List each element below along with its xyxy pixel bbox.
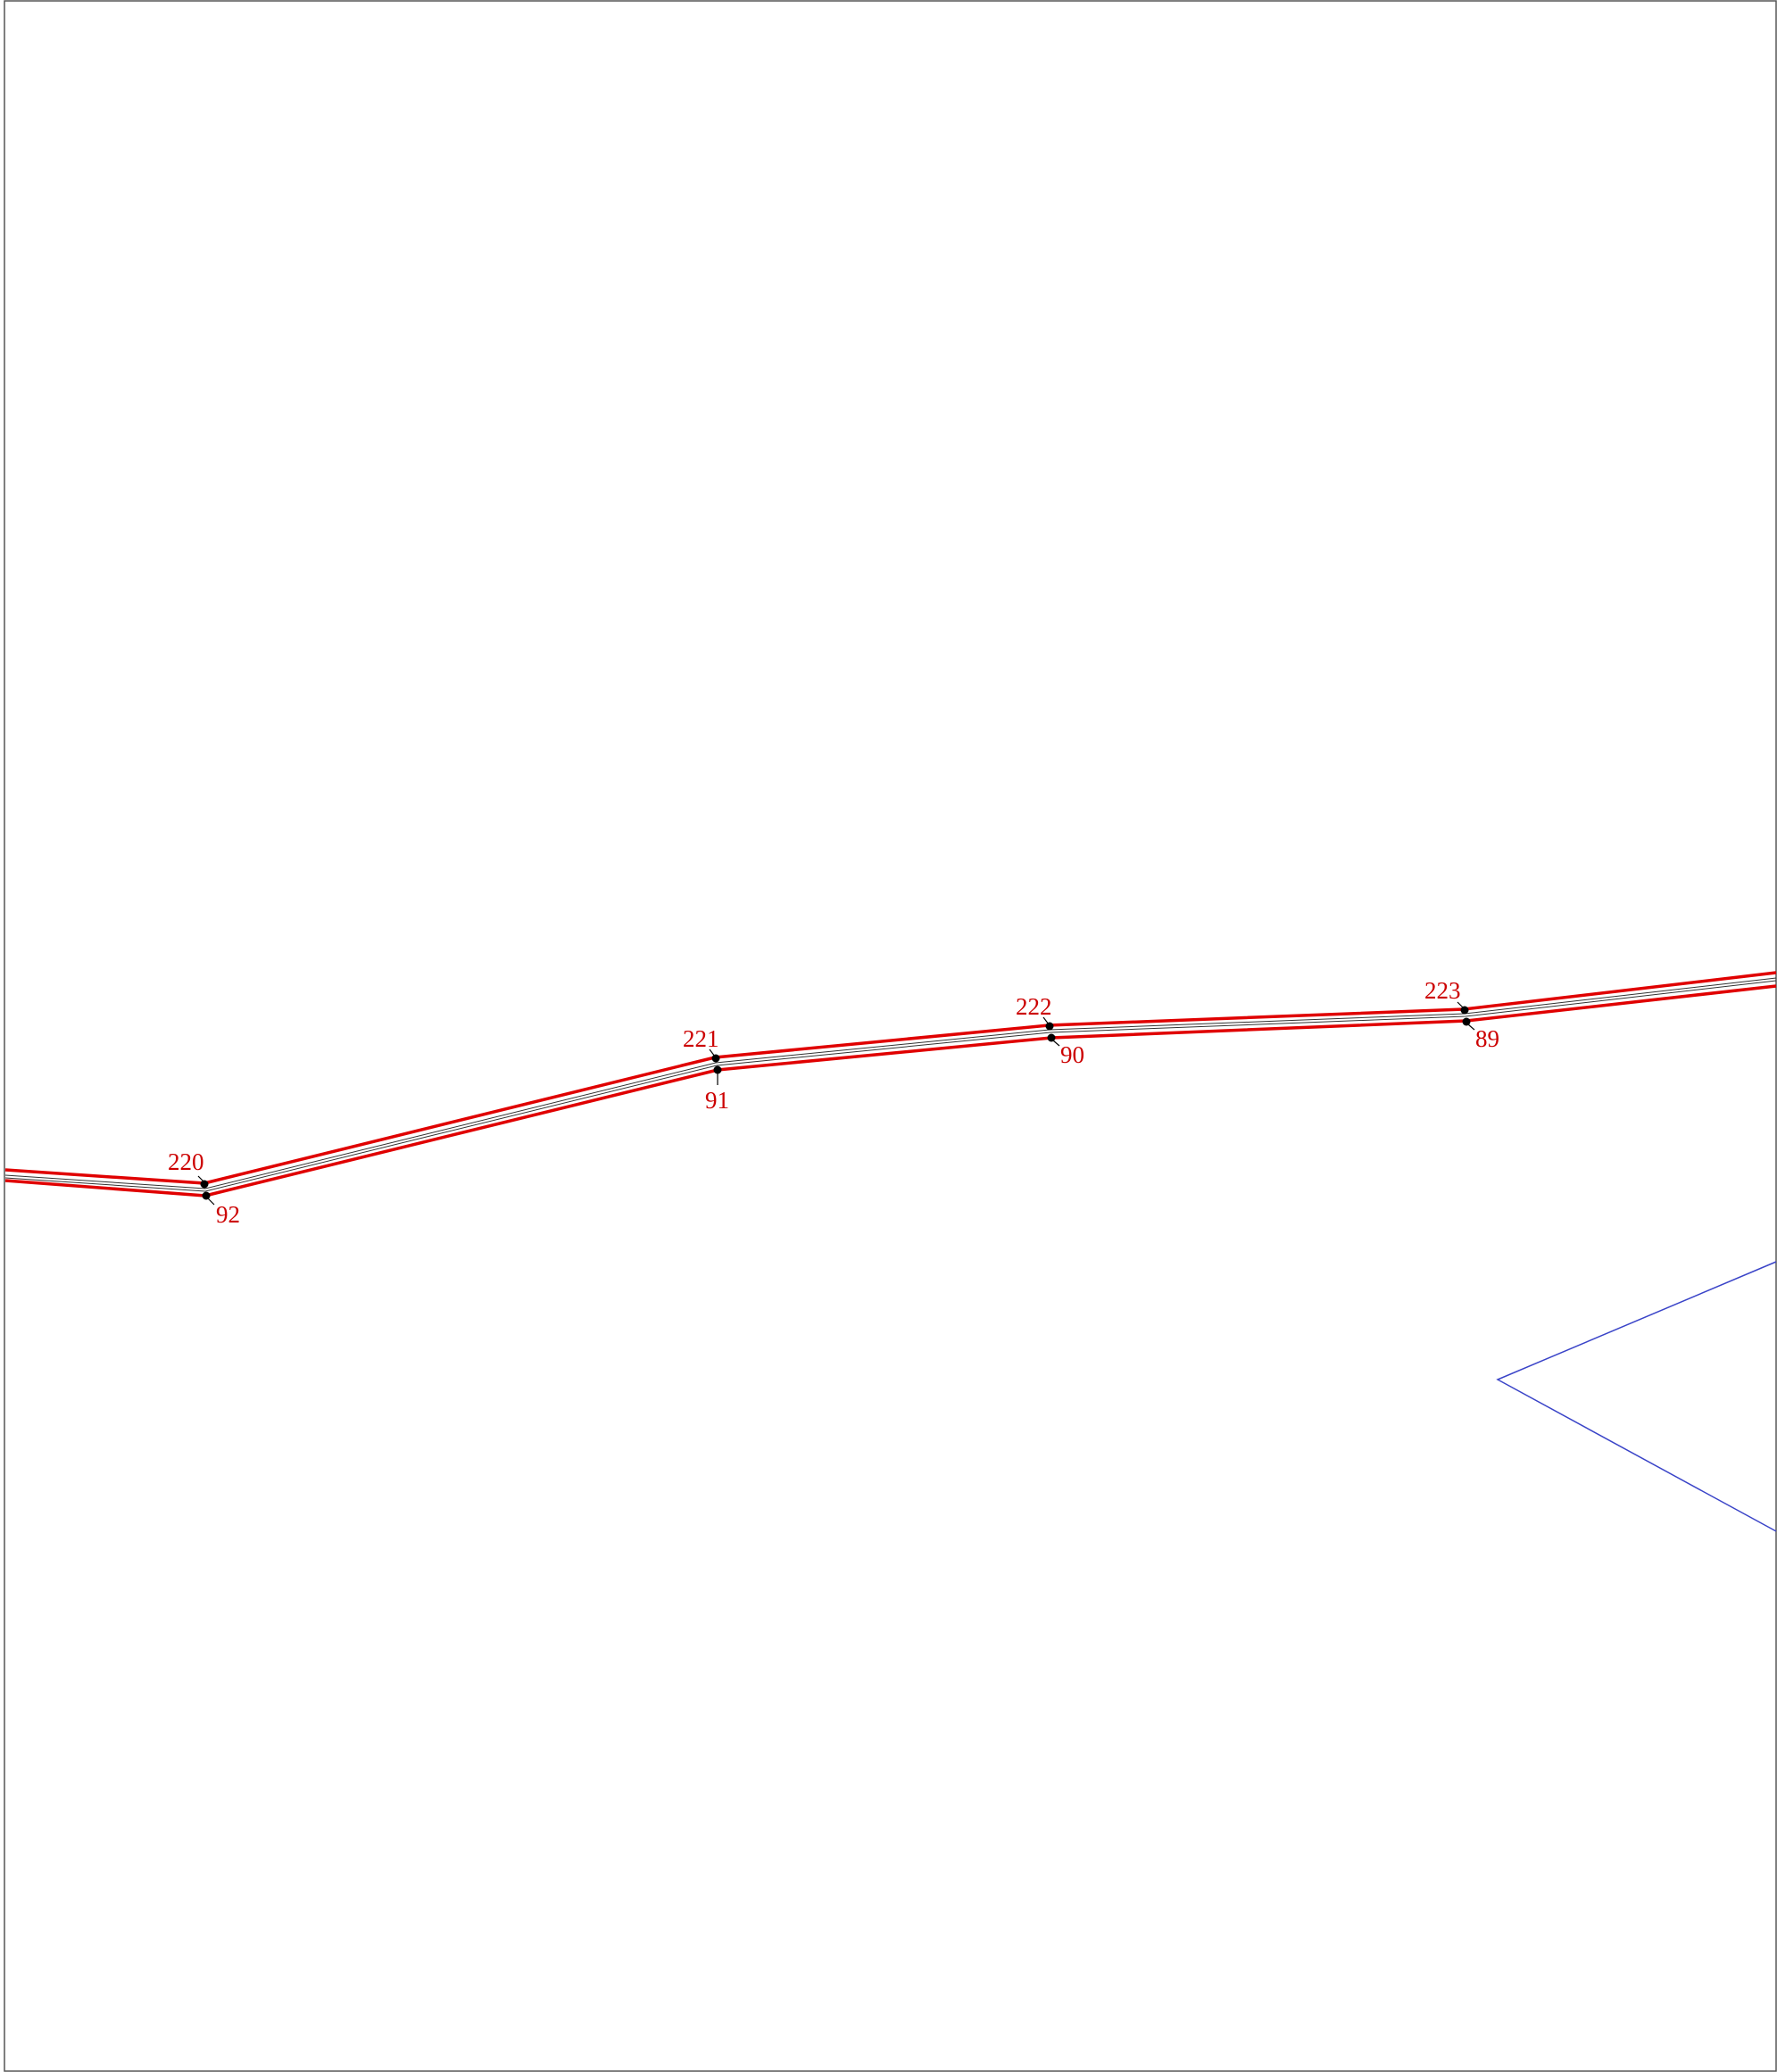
point-marker — [200, 1180, 209, 1189]
parcel-boundary-line — [1496, 1261, 1777, 1532]
point-marker — [1045, 1022, 1054, 1031]
point-marker — [202, 1191, 211, 1200]
survey-point-222: 222 — [1016, 993, 1054, 1031]
point-label: 220 — [168, 1148, 204, 1175]
survey-point-90: 90 — [1047, 1033, 1084, 1068]
point-marker — [1460, 1006, 1469, 1015]
point-label: 223 — [1424, 977, 1461, 1004]
center-line-b — [4, 980, 1777, 1192]
survey-point-221: 221 — [683, 1025, 720, 1063]
survey-point-89: 89 — [1462, 1017, 1499, 1052]
point-label: 221 — [683, 1025, 719, 1052]
point-marker — [1047, 1033, 1056, 1042]
upper-boundary-line — [4, 971, 1777, 1185]
point-marker — [713, 1065, 722, 1074]
point-label: 91 — [705, 1087, 729, 1114]
point-marker — [711, 1054, 720, 1063]
sheet-frame — [4, 0, 1777, 2072]
survey-point-220: 220 — [168, 1148, 209, 1189]
lower-boundary-line — [4, 984, 1777, 1198]
survey-point-223: 223 — [1424, 977, 1469, 1015]
point-marker — [1462, 1017, 1471, 1026]
point-label: 89 — [1475, 1025, 1499, 1052]
center-line-a — [4, 977, 1777, 1189]
point-label: 92 — [216, 1201, 240, 1228]
survey-point-91: 91 — [705, 1065, 729, 1114]
survey-point-92: 92 — [202, 1191, 240, 1228]
point-label: 90 — [1060, 1041, 1084, 1068]
point-label: 222 — [1016, 993, 1052, 1020]
